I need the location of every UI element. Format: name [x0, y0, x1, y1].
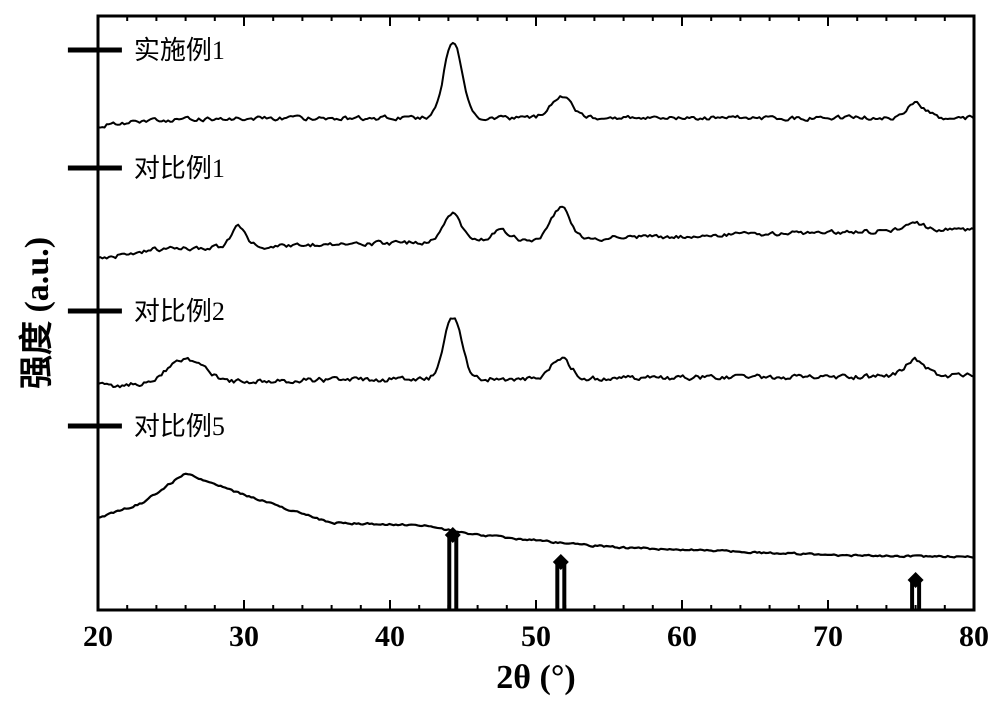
legend-label-compare2: 对比例2	[134, 297, 225, 326]
legend-label-example1: 实施例1	[134, 36, 225, 65]
svg-text:20: 20	[83, 620, 113, 653]
svg-text:40: 40	[375, 620, 405, 653]
legend-label-compare5: 对比例5	[134, 412, 225, 441]
svg-text:50: 50	[521, 620, 551, 653]
svg-text:70: 70	[813, 620, 843, 653]
svg-text:30: 30	[229, 620, 259, 653]
svg-text:60: 60	[667, 620, 697, 653]
xrd-chart: 20 30 40 50 60 70 80 2θ (°) 强度 (a.u.) 实施例1 对比例1 对比例…	[0, 0, 1000, 702]
legend-label-compare1: 对比例1	[134, 154, 225, 183]
svg-text:2θ (°): 2θ (°)	[496, 659, 576, 696]
svg-text:80: 80	[959, 620, 989, 653]
chart-svg: 20 30 40 50 60 70 80 2θ (°) 强度 (a.u.) 实施例1 对比例1 对比例…	[0, 0, 1000, 702]
svg-text:强度 (a.u.): 强度 (a.u.)	[18, 237, 56, 389]
